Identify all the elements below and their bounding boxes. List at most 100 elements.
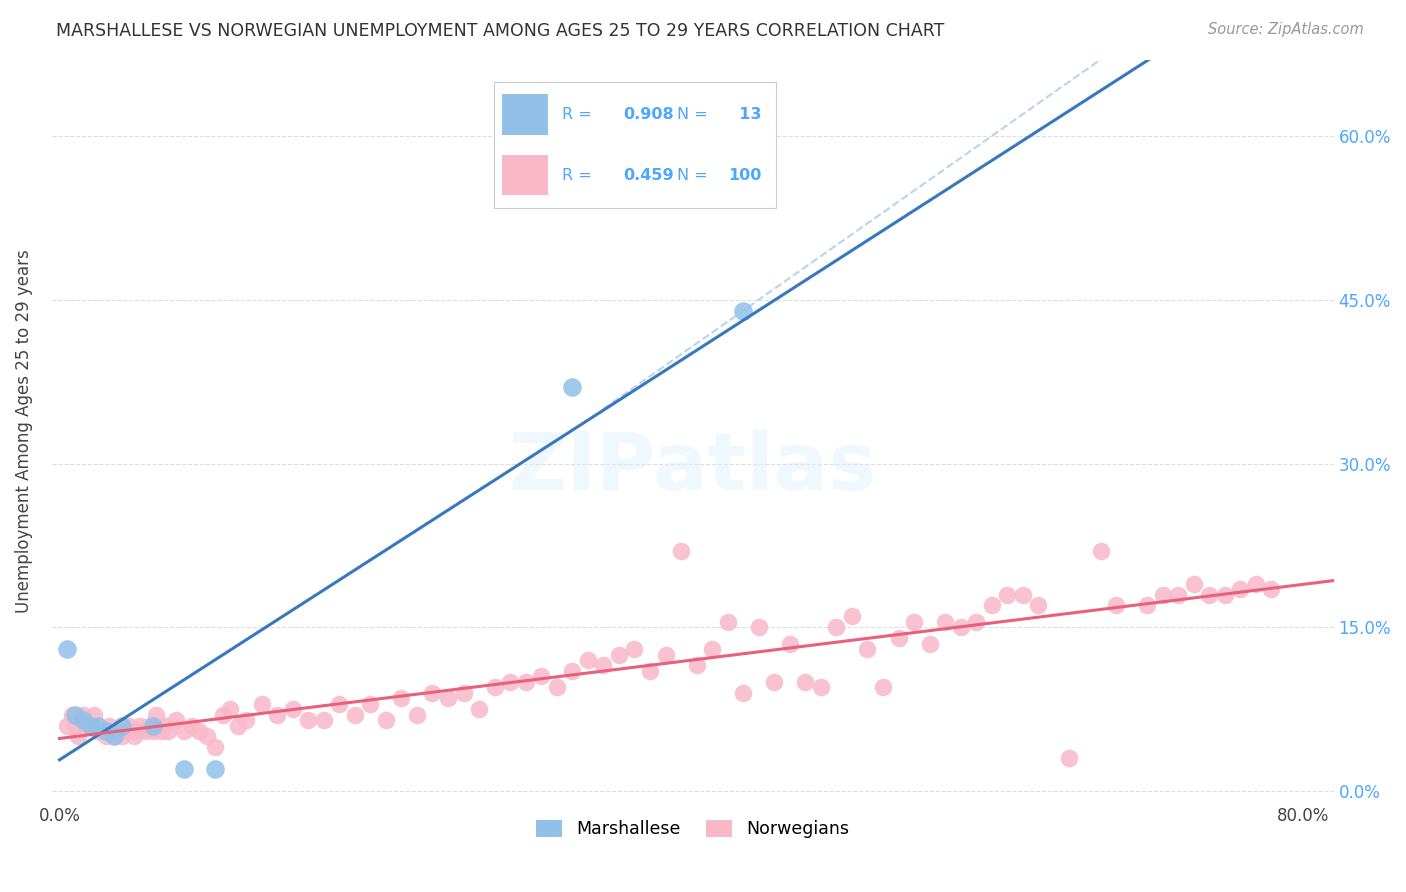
Point bbox=[153, 718, 176, 732]
Point bbox=[965, 615, 987, 629]
Point bbox=[235, 713, 257, 727]
Point bbox=[83, 707, 105, 722]
Point bbox=[250, 697, 273, 711]
Point bbox=[934, 615, 956, 629]
Point bbox=[359, 697, 381, 711]
Point bbox=[561, 664, 583, 678]
Point bbox=[546, 681, 568, 695]
Point bbox=[173, 723, 195, 738]
Point bbox=[810, 681, 832, 695]
Text: MARSHALLESE VS NORWEGIAN UNEMPLOYMENT AMONG AGES 25 TO 29 YEARS CORRELATION CHAR: MARSHALLESE VS NORWEGIAN UNEMPLOYMENT AM… bbox=[56, 22, 945, 40]
Point bbox=[422, 686, 444, 700]
Point bbox=[188, 723, 211, 738]
Point bbox=[180, 718, 202, 732]
Point bbox=[623, 642, 645, 657]
Point bbox=[204, 740, 226, 755]
Point bbox=[872, 681, 894, 695]
Point bbox=[312, 713, 335, 727]
Point bbox=[56, 642, 79, 657]
Point bbox=[607, 648, 630, 662]
Point bbox=[204, 762, 226, 776]
Point bbox=[60, 707, 83, 722]
Point bbox=[195, 730, 218, 744]
Point bbox=[145, 707, 167, 722]
Point bbox=[669, 544, 692, 558]
Point bbox=[406, 707, 429, 722]
Point bbox=[638, 664, 661, 678]
Point bbox=[114, 723, 136, 738]
Point bbox=[794, 674, 817, 689]
Point bbox=[63, 718, 86, 732]
Point bbox=[107, 723, 129, 738]
Point bbox=[111, 718, 134, 732]
Point bbox=[142, 718, 165, 732]
Point bbox=[79, 718, 101, 732]
Point bbox=[389, 691, 412, 706]
Point bbox=[779, 637, 801, 651]
Text: ZIPatlas: ZIPatlas bbox=[509, 429, 877, 507]
Point bbox=[733, 303, 755, 318]
Point bbox=[226, 718, 249, 732]
Point bbox=[499, 674, 522, 689]
Legend: Marshallese, Norwegians: Marshallese, Norwegians bbox=[529, 813, 856, 846]
Point bbox=[1229, 582, 1251, 596]
Point bbox=[733, 686, 755, 700]
Point bbox=[72, 707, 94, 722]
Point bbox=[281, 702, 304, 716]
Point bbox=[94, 730, 117, 744]
Point bbox=[63, 707, 86, 722]
Point bbox=[374, 713, 396, 727]
Point bbox=[995, 587, 1018, 601]
Point bbox=[530, 669, 553, 683]
Point bbox=[219, 702, 242, 716]
Point bbox=[1152, 587, 1174, 601]
Point bbox=[72, 713, 94, 727]
Point bbox=[87, 723, 110, 738]
Point bbox=[173, 762, 195, 776]
Point bbox=[918, 637, 941, 651]
Point bbox=[165, 713, 187, 727]
Point bbox=[129, 718, 152, 732]
Point bbox=[1105, 599, 1128, 613]
Point bbox=[887, 631, 910, 645]
Point bbox=[1136, 599, 1159, 613]
Point bbox=[453, 686, 475, 700]
Point bbox=[748, 620, 770, 634]
Point bbox=[1198, 587, 1220, 601]
Point bbox=[79, 718, 101, 732]
Point bbox=[654, 648, 676, 662]
Point bbox=[328, 697, 350, 711]
Point bbox=[468, 702, 491, 716]
Point bbox=[103, 730, 125, 744]
Point bbox=[149, 723, 172, 738]
Text: Source: ZipAtlas.com: Source: ZipAtlas.com bbox=[1208, 22, 1364, 37]
Point bbox=[98, 718, 121, 732]
Point bbox=[1260, 582, 1282, 596]
Point bbox=[1213, 587, 1236, 601]
Point bbox=[91, 723, 114, 738]
Point bbox=[134, 723, 156, 738]
Point bbox=[903, 615, 925, 629]
Point bbox=[717, 615, 740, 629]
Point bbox=[211, 707, 233, 722]
Point bbox=[56, 718, 79, 732]
Point bbox=[980, 599, 1002, 613]
Point bbox=[343, 707, 366, 722]
Point bbox=[1090, 544, 1112, 558]
Point bbox=[266, 707, 288, 722]
Point bbox=[142, 723, 165, 738]
Point bbox=[700, 642, 723, 657]
Point bbox=[127, 723, 149, 738]
Point bbox=[94, 723, 117, 738]
Point bbox=[484, 681, 506, 695]
Point bbox=[122, 730, 145, 744]
Point bbox=[1167, 587, 1189, 601]
Point bbox=[592, 658, 614, 673]
Point bbox=[515, 674, 537, 689]
Point bbox=[561, 380, 583, 394]
Point bbox=[111, 730, 134, 744]
Point bbox=[67, 730, 90, 744]
Point bbox=[87, 718, 110, 732]
Point bbox=[138, 718, 160, 732]
Point bbox=[1012, 587, 1035, 601]
